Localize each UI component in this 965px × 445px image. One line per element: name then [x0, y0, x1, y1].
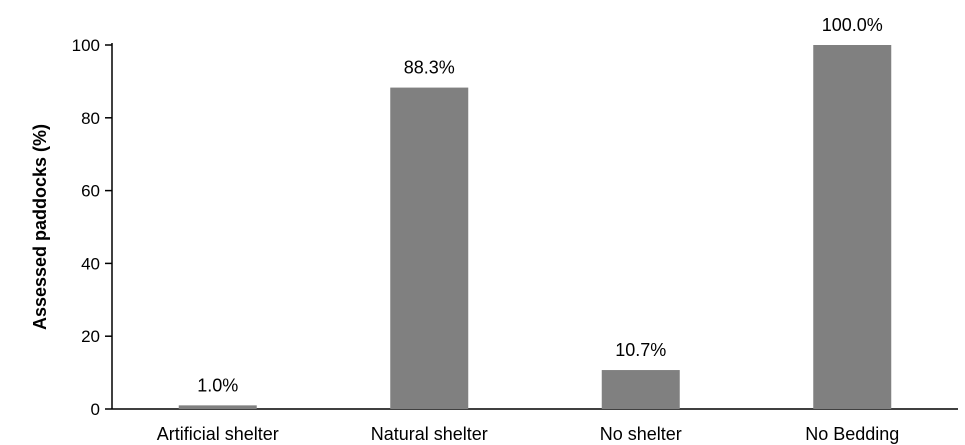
data-label: 88.3%	[404, 58, 455, 78]
bar	[813, 45, 892, 409]
x-tick-label: No shelter	[600, 424, 682, 444]
bar	[390, 87, 469, 409]
category-labels: Artificial shelter Natural shelter No shel…	[157, 424, 900, 444]
data-label: 1.0%	[197, 375, 238, 395]
y-axis-label: Assessed paddocks (%)	[30, 124, 50, 330]
x-tick-label: No Bedding	[805, 424, 899, 444]
data-label: 100.0%	[822, 15, 883, 35]
value-labels: 1.0% 88.3% 10.7% 100.0%	[197, 15, 883, 395]
y-tick-label: 0	[91, 400, 100, 419]
y-ticks: 0 20 40 60 80 100	[72, 36, 112, 419]
x-tick-label: Artificial shelter	[157, 424, 279, 444]
bar	[178, 405, 257, 409]
x-tick-label: Natural shelter	[371, 424, 488, 444]
y-tick-label: 60	[81, 182, 100, 201]
data-label: 10.7%	[615, 340, 666, 360]
bars	[178, 45, 892, 409]
y-tick-label: 40	[81, 254, 100, 273]
y-tick-label: 20	[81, 327, 100, 346]
bar	[601, 370, 680, 409]
y-tick-label: 80	[81, 109, 100, 128]
y-tick-label: 100	[72, 36, 100, 55]
